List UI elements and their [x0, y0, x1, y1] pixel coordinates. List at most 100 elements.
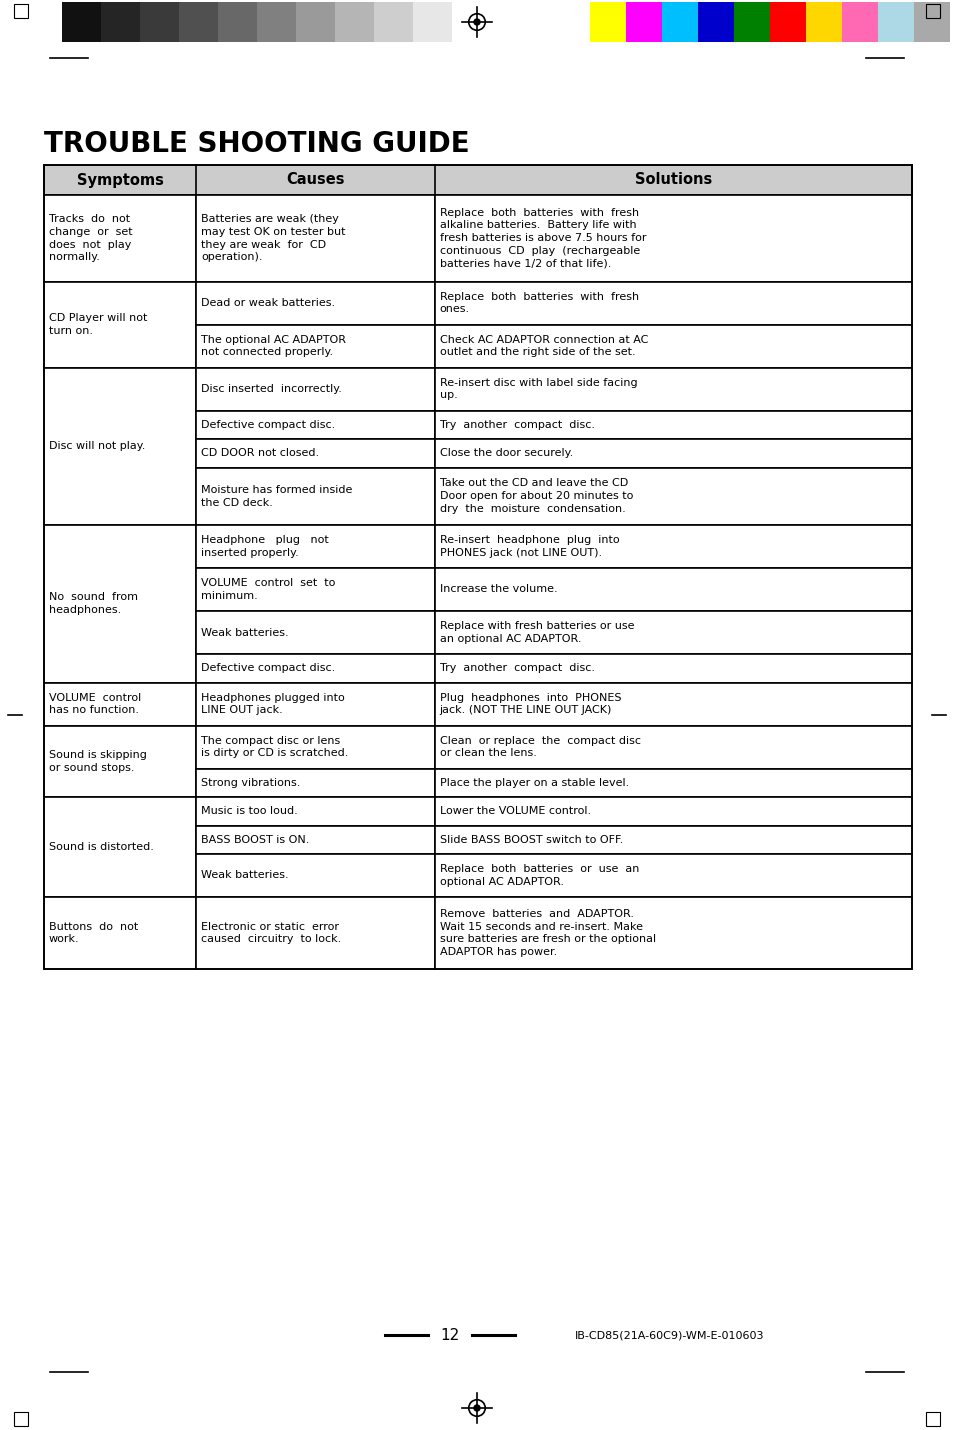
- Text: Replace  both  batteries  or  use  an
optional AC ADAPTOR.: Replace both batteries or use an optiona…: [439, 864, 639, 887]
- Bar: [195, 568, 435, 611]
- Bar: [44, 164, 911, 970]
- Text: Increase the volume.: Increase the volume.: [439, 585, 557, 595]
- Bar: [195, 282, 435, 325]
- Bar: [698, 1, 733, 41]
- Text: Defective compact disc.: Defective compact disc.: [201, 664, 335, 674]
- Bar: [140, 1, 179, 41]
- Bar: [435, 439, 911, 468]
- Text: Electronic or static  error
caused  circuitry  to lock.: Electronic or static error caused circui…: [201, 921, 341, 944]
- Bar: [218, 1, 256, 41]
- Text: 12: 12: [440, 1327, 459, 1343]
- Bar: [44, 725, 195, 797]
- Text: Remove  batteries  and  ADAPTOR.
Wait 15 seconds and re-insert. Make
sure batter: Remove batteries and ADAPTOR. Wait 15 se…: [439, 909, 655, 957]
- Text: Place the player on a stable level.: Place the player on a stable level.: [439, 778, 628, 788]
- Circle shape: [474, 19, 479, 24]
- Bar: [195, 654, 435, 682]
- Text: The optional AC ADAPTOR
not connected properly.: The optional AC ADAPTOR not connected pr…: [201, 335, 346, 358]
- Text: TROUBLE SHOOTING GUIDE: TROUBLE SHOOTING GUIDE: [44, 130, 469, 157]
- Bar: [413, 1, 452, 41]
- Bar: [625, 1, 661, 41]
- Bar: [435, 825, 911, 854]
- Bar: [435, 410, 911, 439]
- Text: Try  another  compact  disc.: Try another compact disc.: [439, 664, 594, 674]
- Text: Moisture has formed inside
the CD deck.: Moisture has formed inside the CD deck.: [201, 485, 352, 508]
- Text: IB-CD85(21A-60C9)-WM-E-010603: IB-CD85(21A-60C9)-WM-E-010603: [575, 1330, 763, 1340]
- Bar: [195, 897, 435, 970]
- Bar: [877, 1, 913, 41]
- Circle shape: [474, 1406, 479, 1411]
- Bar: [925, 4, 939, 19]
- Text: Try  another  compact  disc.: Try another compact disc.: [439, 420, 594, 430]
- Text: Solutions: Solutions: [634, 173, 711, 187]
- Text: CD Player will not
turn on.: CD Player will not turn on.: [49, 313, 147, 336]
- Text: Batteries are weak (they
may test OK on tester but
they are weak  for  CD
operat: Batteries are weak (they may test OK on …: [201, 214, 345, 263]
- Text: Sound is skipping
or sound stops.: Sound is skipping or sound stops.: [49, 749, 147, 772]
- Bar: [435, 568, 911, 611]
- Bar: [733, 1, 769, 41]
- Bar: [435, 897, 911, 970]
- Text: VOLUME  control
has no function.: VOLUME control has no function.: [49, 692, 141, 715]
- Bar: [841, 1, 877, 41]
- Text: Replace with fresh batteries or use
an optional AC ADAPTOR.: Replace with fresh batteries or use an o…: [439, 621, 634, 644]
- Bar: [195, 825, 435, 854]
- Text: Replace  both  batteries  with  fresh
ones.: Replace both batteries with fresh ones.: [439, 292, 639, 315]
- Bar: [195, 682, 435, 725]
- Bar: [435, 611, 911, 654]
- Bar: [44, 682, 195, 725]
- Text: Sound is distorted.: Sound is distorted.: [49, 842, 153, 852]
- Bar: [44, 525, 195, 682]
- Text: Re-insert  headphone  plug  into
PHONES jack (not LINE OUT).: Re-insert headphone plug into PHONES jac…: [439, 535, 618, 558]
- Text: Headphone   plug   not
inserted properly.: Headphone plug not inserted properly.: [201, 535, 328, 558]
- Text: Dead or weak batteries.: Dead or weak batteries.: [201, 297, 335, 307]
- Text: Slide BASS BOOST switch to OFF.: Slide BASS BOOST switch to OFF.: [439, 835, 622, 845]
- Bar: [14, 4, 28, 19]
- Bar: [435, 797, 911, 825]
- Text: Buttons  do  not
work.: Buttons do not work.: [49, 921, 138, 944]
- Bar: [435, 654, 911, 682]
- Bar: [435, 525, 911, 568]
- Text: BASS BOOST is ON.: BASS BOOST is ON.: [201, 835, 309, 845]
- Bar: [195, 725, 435, 768]
- Bar: [44, 194, 195, 282]
- Bar: [195, 325, 435, 368]
- Text: No  sound  from
headphones.: No sound from headphones.: [49, 592, 138, 615]
- Text: Tracks  do  not
change  or  set
does  not  play
normally.: Tracks do not change or set does not pla…: [49, 214, 132, 263]
- Bar: [44, 897, 195, 970]
- Text: Weak batteries.: Weak batteries.: [201, 871, 288, 881]
- Bar: [195, 410, 435, 439]
- Bar: [62, 1, 101, 41]
- Bar: [195, 797, 435, 825]
- Text: Re-insert disc with label side facing
up.: Re-insert disc with label side facing up…: [439, 378, 637, 400]
- Bar: [44, 282, 195, 368]
- Bar: [14, 1411, 28, 1426]
- Text: Weak batteries.: Weak batteries.: [201, 628, 288, 638]
- Text: Lower the VOLUME control.: Lower the VOLUME control.: [439, 807, 590, 817]
- Text: Plug  headphones  into  PHONES
jack. (NOT THE LINE OUT JACK): Plug headphones into PHONES jack. (NOT T…: [439, 692, 620, 715]
- Text: VOLUME  control  set  to
minimum.: VOLUME control set to minimum.: [201, 578, 335, 601]
- Text: Defective compact disc.: Defective compact disc.: [201, 420, 335, 430]
- Text: Close the door securely.: Close the door securely.: [439, 448, 572, 458]
- Bar: [435, 682, 911, 725]
- Text: Music is too loud.: Music is too loud.: [201, 807, 297, 817]
- Bar: [179, 1, 218, 41]
- Bar: [435, 854, 911, 897]
- Bar: [195, 368, 435, 410]
- Bar: [195, 611, 435, 654]
- Text: Check AC ADAPTOR connection at AC
outlet and the right side of the set.: Check AC ADAPTOR connection at AC outlet…: [439, 335, 647, 358]
- Bar: [44, 368, 195, 525]
- Bar: [195, 468, 435, 525]
- Text: Replace  both  batteries  with  fresh
alkaline batteries.  Battery life with
fre: Replace both batteries with fresh alkali…: [439, 207, 645, 269]
- Bar: [435, 325, 911, 368]
- Bar: [435, 282, 911, 325]
- Text: Disc inserted  incorrectly.: Disc inserted incorrectly.: [201, 385, 341, 395]
- Text: Symptoms: Symptoms: [76, 173, 163, 187]
- Text: Clean  or replace  the  compact disc
or clean the lens.: Clean or replace the compact disc or cle…: [439, 735, 639, 758]
- Text: Headphones plugged into
LINE OUT jack.: Headphones plugged into LINE OUT jack.: [201, 692, 344, 715]
- Bar: [589, 1, 625, 41]
- Bar: [374, 1, 413, 41]
- Bar: [335, 1, 374, 41]
- Bar: [913, 1, 949, 41]
- Bar: [195, 194, 435, 282]
- Bar: [256, 1, 295, 41]
- Text: CD DOOR not closed.: CD DOOR not closed.: [201, 448, 318, 458]
